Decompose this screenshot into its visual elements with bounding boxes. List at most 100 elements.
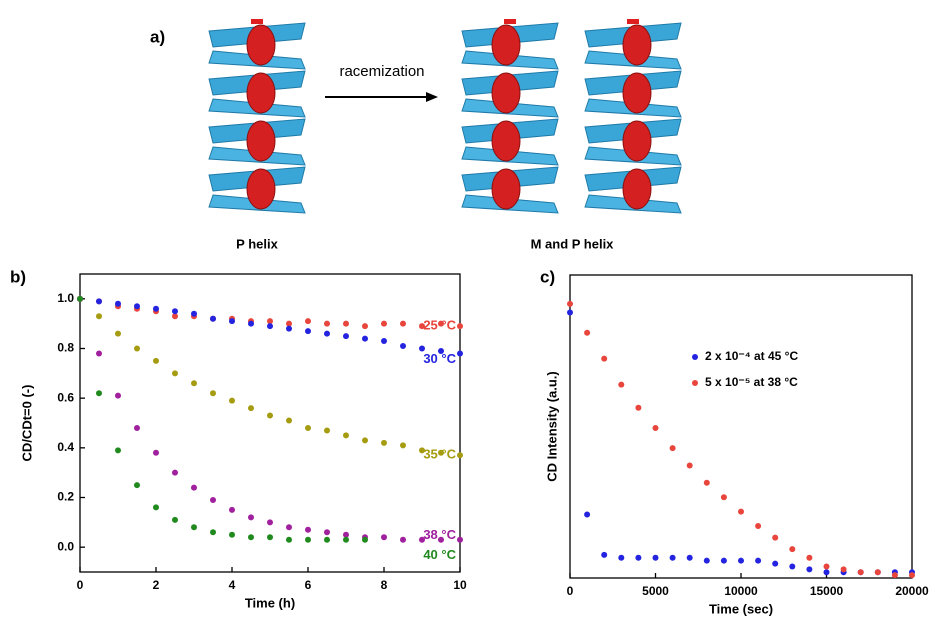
x-tick-label: 10000 bbox=[724, 584, 758, 598]
data-point bbox=[172, 516, 178, 523]
x-axis-label: Time (sec) bbox=[709, 601, 773, 616]
data-point bbox=[134, 303, 140, 310]
data-point bbox=[720, 494, 727, 501]
data-point bbox=[438, 320, 444, 327]
data-point bbox=[686, 462, 693, 469]
data-point bbox=[806, 554, 813, 561]
data-point bbox=[172, 370, 178, 377]
y-tick-label: 0.4 bbox=[57, 440, 74, 454]
data-point bbox=[438, 536, 444, 543]
data-point bbox=[286, 524, 292, 531]
data-point bbox=[806, 566, 813, 573]
helix-core bbox=[622, 72, 652, 114]
x-tick-label: 0 bbox=[567, 584, 574, 598]
arrow-label: racemization bbox=[339, 63, 424, 80]
helix-core bbox=[246, 72, 276, 114]
series-label: 30 °C bbox=[423, 351, 456, 366]
data-point bbox=[191, 380, 197, 387]
data-point bbox=[635, 404, 642, 411]
data-point bbox=[191, 484, 197, 491]
data-point bbox=[618, 554, 625, 561]
data-point bbox=[153, 449, 159, 456]
data-point bbox=[703, 557, 710, 564]
data-point bbox=[229, 531, 235, 538]
data-point bbox=[584, 329, 591, 336]
data-point bbox=[343, 333, 349, 340]
x-tick-label: 4 bbox=[229, 578, 236, 592]
y-tick-label: 1.0 bbox=[57, 291, 74, 305]
y-tick-label: 0.6 bbox=[57, 390, 74, 404]
data-point bbox=[153, 504, 159, 511]
helix-core bbox=[622, 120, 652, 162]
helix-core bbox=[491, 168, 521, 210]
caption: P helix bbox=[236, 236, 278, 251]
data-point bbox=[248, 320, 254, 327]
data-point bbox=[419, 323, 425, 330]
data-point bbox=[267, 534, 273, 541]
data-point bbox=[381, 320, 387, 327]
data-point bbox=[210, 529, 216, 536]
helix-core bbox=[491, 120, 521, 162]
data-point bbox=[362, 437, 368, 444]
data-point bbox=[400, 343, 406, 350]
data-point bbox=[669, 445, 676, 452]
data-point bbox=[738, 557, 744, 564]
data-point bbox=[874, 569, 881, 576]
data-point bbox=[134, 482, 140, 489]
y-axis-label: CD Intensity (a.u.) bbox=[544, 371, 559, 482]
legend-label: 2 x 10⁻⁴ at 45 °C bbox=[705, 349, 798, 363]
data-point bbox=[305, 328, 311, 335]
data-point bbox=[703, 479, 710, 486]
data-point bbox=[381, 439, 387, 446]
data-point bbox=[172, 308, 178, 315]
helix-core bbox=[246, 24, 276, 66]
data-point bbox=[381, 338, 387, 345]
data-point bbox=[267, 323, 273, 330]
panel-label: c) bbox=[540, 267, 555, 286]
data-point bbox=[267, 519, 273, 526]
helix-cap bbox=[504, 19, 516, 24]
data-point bbox=[755, 523, 762, 530]
legend-label: 5 x 10⁻⁵ at 38 °C bbox=[705, 375, 798, 389]
data-point bbox=[362, 335, 368, 342]
data-point bbox=[618, 381, 625, 388]
helix-core bbox=[246, 120, 276, 162]
data-point bbox=[286, 417, 292, 424]
data-point bbox=[419, 447, 425, 454]
x-tick-label: 6 bbox=[305, 578, 312, 592]
data-point bbox=[789, 563, 796, 570]
arrow-head bbox=[426, 92, 438, 102]
y-tick-label: 0.8 bbox=[57, 341, 74, 355]
data-point bbox=[286, 536, 292, 543]
data-point bbox=[772, 560, 779, 567]
data-point bbox=[891, 572, 898, 579]
data-point bbox=[115, 392, 121, 399]
data-point bbox=[635, 554, 642, 561]
data-point bbox=[652, 554, 659, 561]
data-point bbox=[457, 323, 463, 330]
data-point bbox=[229, 318, 235, 325]
data-point bbox=[153, 357, 159, 364]
data-point bbox=[324, 320, 330, 327]
data-point bbox=[210, 315, 216, 322]
helix-illustrations bbox=[208, 19, 682, 214]
x-tick-label: 20000 bbox=[895, 584, 929, 598]
data-point bbox=[343, 531, 349, 538]
data-point bbox=[96, 350, 102, 357]
data-point bbox=[362, 323, 368, 330]
data-point bbox=[601, 355, 608, 362]
data-point bbox=[324, 330, 330, 337]
helix-core bbox=[491, 72, 521, 114]
data-point bbox=[115, 447, 121, 454]
data-point bbox=[286, 320, 292, 327]
data-point bbox=[362, 536, 368, 543]
data-point bbox=[400, 536, 406, 543]
helix-cap bbox=[627, 19, 639, 24]
data-point bbox=[567, 309, 573, 316]
x-tick-label: 15000 bbox=[810, 584, 844, 598]
x-tick-label: 5000 bbox=[642, 584, 669, 598]
data-point bbox=[210, 496, 216, 503]
data-point bbox=[172, 313, 178, 320]
data-point bbox=[823, 569, 830, 576]
data-point bbox=[438, 347, 444, 354]
